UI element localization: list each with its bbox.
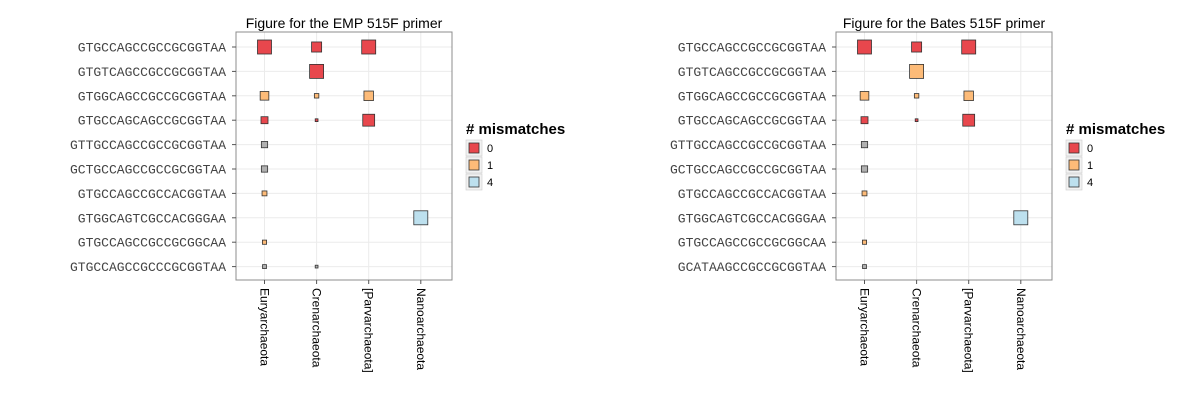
data-point (909, 64, 924, 79)
data-point (911, 41, 923, 53)
legend-label: 1 (487, 160, 493, 172)
y-tick-label: GTGCCAGCCGCCGCGGCAA (678, 236, 826, 251)
x-tick-label: [Parvarchaeota] (962, 288, 976, 373)
data-point (257, 39, 272, 55)
data-point (260, 116, 269, 125)
data-point (860, 141, 869, 149)
chart-title: Figure for the Bates 515F primer (843, 15, 1046, 31)
x-tick-label: Crenarchaeota (310, 288, 324, 368)
y-tick-label: GTGCCAGCAGCCGCGGTAA (78, 114, 226, 129)
data-point (860, 116, 869, 125)
data-point (859, 91, 870, 101)
data-point (261, 190, 268, 197)
legend-label: 0 (487, 143, 493, 155)
x-tick-label: Nanoarchaeota (414, 288, 428, 370)
y-tick-label: GTGGCAGCCGCCGCGGTAA (678, 89, 826, 104)
data-point (314, 264, 319, 269)
x-tick-label: Nanoarchaeota (1014, 288, 1028, 370)
data-point (314, 118, 319, 123)
data-point (361, 39, 377, 55)
legend-label: 4 (487, 177, 493, 189)
y-tick-label: GTGCCAGCCGCCGCGGTAA (678, 41, 826, 56)
data-point (914, 118, 919, 123)
y-tick-label: GTGGCAGTCGCCACGGGAA (678, 211, 826, 226)
data-point (259, 91, 270, 101)
y-tick-label: GTGTCAGCCGCCGCGGTAA (78, 65, 226, 80)
data-point (1013, 210, 1029, 226)
y-tick-label: GTGCCAGCAGCCGCGGTAA (678, 114, 826, 129)
plot-frame (835, 31, 1053, 281)
y-tick-label: GTGCCAGCCGCCGCGGTAA (78, 41, 226, 56)
chart-panel-emp: Figure for the EMP 515F primer GTGCCAGCCG… (70, 15, 565, 373)
data-point (862, 239, 868, 245)
data-point (413, 210, 429, 226)
legend-title: # mismatches (1066, 121, 1165, 138)
data-point (260, 165, 269, 173)
legend-swatch (1068, 159, 1080, 171)
legend-title: # mismatches (466, 121, 565, 138)
y-tick-label: GTGCCAGCCGCCACGGTAA (78, 187, 226, 202)
legend-swatch (468, 176, 480, 188)
x-tick-label: Euryarchaeota (858, 288, 872, 366)
data-point (857, 39, 872, 55)
legend-swatch (1068, 142, 1080, 154)
chart-panel-bates: Figure for the Bates 515F primer GTGCCAGC… (670, 15, 1165, 373)
chart-title: Figure for the EMP 515F primer (246, 15, 443, 31)
data-point (962, 113, 976, 127)
y-tick-label: GTGGCAGTCGCCACGGGAA (78, 211, 226, 226)
y-tick-label: GTGGCAGCCGCCGCGGTAA (78, 89, 226, 104)
data-point (913, 93, 920, 99)
y-tick-label: GCATAAGCCGCCGCGGTAA (678, 260, 826, 275)
data-point (861, 190, 868, 197)
legend-swatch (468, 142, 480, 154)
y-tick-label: GCTGCCAGCCGCCGCGGTAA (670, 163, 826, 178)
legend-label: 0 (1087, 143, 1093, 155)
legend-label: 4 (1087, 177, 1093, 189)
data-point (311, 41, 323, 53)
data-point (362, 113, 376, 127)
data-point (260, 141, 269, 149)
data-point (309, 64, 325, 79)
y-tick-label: GTTGCCAGCCGCCGCGGTAA (670, 138, 826, 153)
data-point (860, 165, 869, 173)
data-point (363, 90, 374, 101)
data-point (261, 239, 267, 245)
data-point (963, 90, 974, 101)
x-tick-label: [Parvarchaeota] (362, 288, 376, 373)
data-point (862, 264, 867, 269)
y-tick-label: GCTGCCAGCCGCCGCGGTAA (70, 163, 226, 178)
y-tick-label: GTGCCAGCCGCCCGCGGTAA (70, 260, 226, 275)
data-point (262, 264, 267, 269)
data-point (313, 93, 320, 99)
plot-frame (235, 31, 453, 281)
data-point (961, 39, 977, 55)
y-tick-label: GTGCCAGCCGCCACGGTAA (678, 187, 826, 202)
y-tick-label: GTTGCCAGCCGCCGCGGTAA (70, 138, 226, 153)
y-tick-label: GTGCCAGCCGCCGCGGCAA (78, 236, 226, 251)
x-tick-label: Crenarchaeota (910, 288, 924, 368)
legend-swatch (468, 159, 480, 171)
legend-label: 1 (1087, 160, 1093, 172)
y-tick-label: GTGTCAGCCGCCGCGGTAA (678, 65, 826, 80)
legend-swatch (1068, 176, 1080, 188)
x-tick-label: Euryarchaeota (258, 288, 272, 366)
